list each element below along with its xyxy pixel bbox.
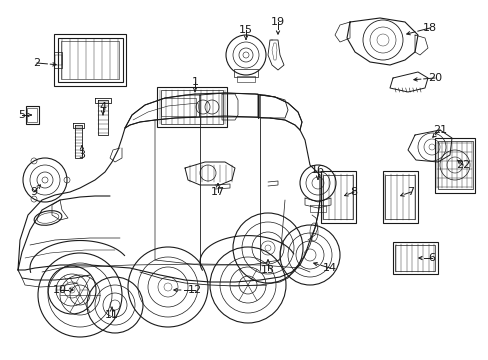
Bar	[394, 245, 434, 271]
Bar	[157, 87, 226, 127]
Text: 15: 15	[239, 25, 252, 35]
Text: 9: 9	[30, 187, 38, 197]
Text: 7: 7	[407, 187, 414, 197]
Text: 10: 10	[53, 285, 67, 295]
Bar	[58, 38, 122, 82]
Text: 12: 12	[187, 285, 202, 295]
Text: 14: 14	[322, 263, 336, 273]
Bar	[25, 106, 39, 124]
Text: 22: 22	[455, 160, 469, 170]
Bar	[437, 141, 471, 189]
Bar	[434, 138, 474, 193]
Text: 8: 8	[350, 187, 357, 197]
Text: 18: 18	[422, 23, 436, 33]
Text: 13: 13	[261, 265, 274, 275]
Bar	[382, 171, 417, 223]
Bar	[61, 41, 119, 79]
Text: 11: 11	[105, 310, 119, 320]
Bar	[54, 34, 126, 86]
Text: 4: 4	[99, 102, 106, 112]
Bar	[320, 171, 355, 223]
Text: 3: 3	[79, 150, 85, 160]
Bar	[323, 175, 352, 219]
Bar	[392, 242, 437, 274]
Text: 17: 17	[210, 187, 224, 197]
Text: 6: 6	[427, 253, 435, 263]
Bar	[27, 108, 37, 122]
Text: 19: 19	[270, 17, 285, 27]
Bar	[160, 98, 195, 116]
Text: 1: 1	[191, 77, 198, 87]
Bar	[384, 175, 414, 219]
Bar	[234, 69, 258, 77]
Bar	[237, 76, 254, 82]
Text: 20: 20	[427, 73, 441, 83]
Text: 16: 16	[310, 165, 325, 175]
Text: 5: 5	[19, 110, 25, 120]
Bar	[161, 90, 223, 124]
Text: 2: 2	[33, 58, 41, 68]
Text: 21: 21	[432, 125, 446, 135]
